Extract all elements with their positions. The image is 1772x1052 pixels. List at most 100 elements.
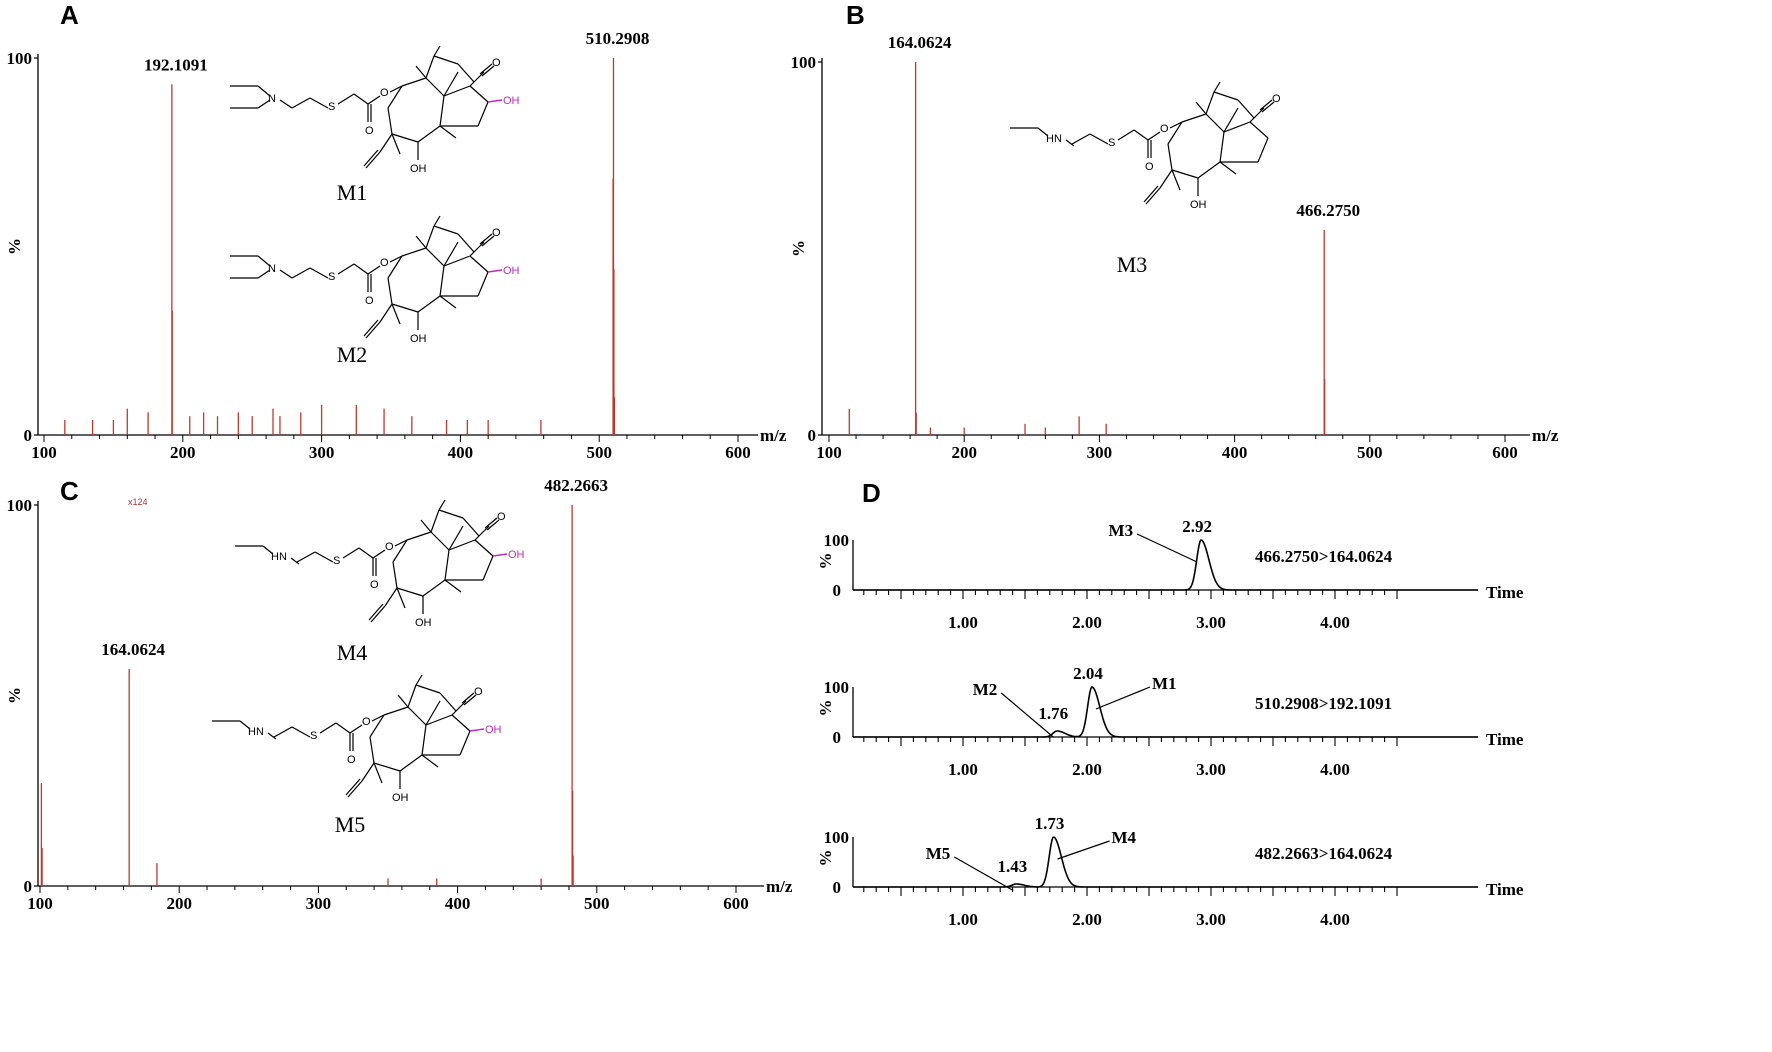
x-tick-label: 100 — [816, 443, 842, 462]
bond — [361, 762, 375, 782]
bond — [462, 517, 480, 537]
bond — [373, 762, 401, 772]
bond — [1065, 139, 1075, 147]
bond — [1219, 161, 1237, 175]
bond — [368, 603, 384, 621]
bond — [347, 780, 363, 798]
bond — [291, 267, 311, 279]
atom-OH: OH — [503, 265, 520, 277]
bond — [279, 99, 293, 109]
chromatogram-trace: 100 0% 1.00 2.00 3.00 4.00 Time 482.2663>164.06… — [816, 814, 1524, 929]
bond — [365, 151, 381, 169]
x-axis-unit: Time — [1486, 880, 1524, 899]
structures-layer: N S O O O OH OH N S O O O OH OH HN S O O O OH HN S O O O OH OH HN S O… — [212, 45, 1281, 837]
atom-O: O — [380, 257, 389, 269]
x-axis-unit: Time — [1486, 730, 1524, 749]
bond — [1213, 91, 1239, 101]
bond — [457, 63, 475, 83]
x-tick-label: 2.00 — [1072, 613, 1102, 632]
bond — [1223, 107, 1239, 133]
bond — [415, 235, 427, 249]
chemical-structure: HN S O O O OH OH — [212, 674, 502, 804]
bond — [415, 674, 423, 686]
bond — [469, 71, 485, 87]
bond — [257, 99, 271, 109]
bond — [1219, 131, 1225, 163]
bond — [1117, 129, 1135, 141]
x-axis-unit: m/z — [1532, 426, 1559, 445]
bond — [1169, 121, 1183, 129]
bond — [369, 714, 385, 738]
bond — [257, 85, 271, 97]
bond — [479, 63, 493, 75]
y-tick-label: 100 — [7, 49, 33, 68]
bond — [279, 269, 293, 279]
y-tick-label: 100 — [7, 496, 33, 515]
bond — [425, 225, 435, 249]
bond — [477, 101, 489, 127]
bond — [1181, 113, 1207, 123]
bond — [479, 233, 493, 245]
y-axis-unit: % — [816, 850, 835, 867]
bond — [387, 255, 403, 279]
bond — [379, 133, 393, 153]
bond — [444, 579, 462, 593]
bond — [1213, 81, 1221, 93]
bond — [291, 97, 311, 109]
bond — [451, 700, 467, 716]
atom-HN: HN — [1046, 133, 1062, 145]
x-tick-label: 400 — [448, 443, 474, 462]
bond — [273, 726, 293, 738]
bond — [358, 547, 374, 559]
x-tick-label: 3.00 — [1196, 910, 1226, 929]
x-tick-label: 4.00 — [1320, 910, 1350, 929]
x-tick-label: 1.00 — [948, 910, 978, 929]
x-tick-label: 2.00 — [1072, 760, 1102, 779]
bond — [1147, 131, 1161, 141]
atom-O: O — [365, 125, 374, 137]
bond — [486, 519, 500, 531]
bond — [383, 706, 409, 716]
atom-OH: OH — [503, 95, 520, 107]
chromatogram-line — [853, 686, 1478, 738]
peak-label: 164.0624 — [888, 33, 952, 52]
x-tick-label: 500 — [1357, 443, 1383, 462]
compound-name: M4 — [337, 640, 368, 665]
panel-letter: B — [846, 0, 865, 30]
chromatogram-line — [853, 539, 1478, 591]
bond — [1261, 101, 1275, 113]
atom-S: S — [328, 271, 335, 283]
y-tick-label: 0 — [808, 426, 817, 445]
bond — [417, 295, 441, 313]
bond — [1205, 91, 1215, 115]
x-tick-label: 3.00 — [1196, 613, 1226, 632]
atom-S: S — [310, 730, 317, 742]
x-tick-label: 3.00 — [1196, 760, 1226, 779]
bond — [309, 97, 329, 109]
bond — [1249, 121, 1269, 139]
atom-OH: OH — [392, 792, 409, 804]
compound-label: M5 — [926, 844, 951, 863]
bond — [1167, 121, 1183, 145]
y-tick-label: 0 — [24, 877, 33, 896]
bond — [1195, 101, 1207, 115]
bond — [396, 587, 406, 609]
bond — [262, 545, 274, 555]
bond — [394, 539, 408, 547]
bond — [367, 95, 381, 105]
bond — [1089, 133, 1109, 145]
bond — [345, 778, 361, 796]
peak-label: 482.2663 — [544, 476, 608, 495]
bond — [439, 692, 457, 712]
y-axis-unit: % — [816, 700, 835, 717]
panel-letter: A — [60, 0, 79, 30]
bond — [397, 694, 409, 708]
chemical-structure: HN S O O O OH OH — [235, 499, 525, 629]
bond — [433, 225, 459, 235]
bond — [439, 95, 445, 127]
bond — [1037, 127, 1049, 137]
atom-O: O — [497, 511, 506, 523]
x-axis-unit: m/z — [766, 877, 793, 896]
atom-O: O — [492, 57, 501, 69]
